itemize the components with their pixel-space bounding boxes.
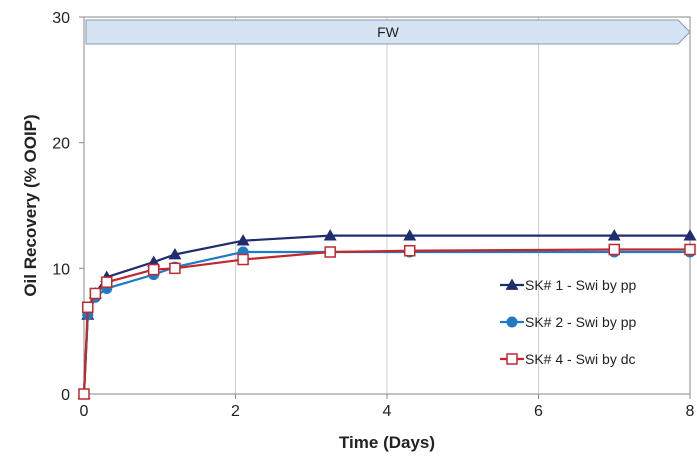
series-1-point (323, 229, 337, 241)
series-3-point (684, 243, 696, 256)
fw-banner-arrow (85, 19, 691, 45)
series-1-point (403, 229, 417, 241)
series-1-point (683, 229, 697, 241)
x-tick-label: 4 (383, 403, 392, 420)
x-axis-ticks: 0 2 4 6 8 (80, 394, 695, 420)
legend-item-2: SK# 2 - Swi by pp (500, 314, 636, 330)
series-3-point (82, 301, 94, 314)
legend-marker (506, 353, 518, 365)
series-layer (77, 229, 697, 400)
y-tick-label: 10 (52, 261, 70, 278)
legend-item-1: SK# 1 - Swi by pp (500, 277, 636, 293)
legend-marker (505, 278, 519, 290)
x-tick-label: 6 (534, 403, 543, 420)
legend-marker (506, 316, 518, 328)
x-axis-label: Time (Days) (339, 433, 435, 452)
series-3-point (608, 243, 620, 256)
series-1-point (236, 234, 250, 246)
fw-banner: FW (85, 19, 691, 45)
legend: SK# 1 - Swi by pp SK# 2 - Swi by pp SK# 4 … (500, 277, 636, 367)
y-tick-label: 20 (52, 136, 70, 153)
series-3-point (89, 287, 102, 300)
series-3-point (147, 263, 160, 276)
x-tick-label: 0 (80, 403, 89, 420)
y-tick-label: 30 (52, 10, 70, 27)
y-axis-ticks: 0 10 20 30 (52, 10, 84, 404)
series-3-point (324, 246, 336, 258)
grid-lines (235, 17, 539, 394)
legend-label: SK# 1 - Swi by pp (525, 277, 636, 293)
series-1-point (168, 248, 182, 260)
legend-label: SK# 2 - Swi by pp (525, 314, 636, 330)
series-3 (78, 243, 696, 400)
series-3-point (169, 262, 181, 275)
series-3-point (237, 253, 249, 266)
y-axis-label: Oil Recovery (% OOIP) (21, 114, 40, 296)
fw-banner-label: FW (377, 24, 400, 40)
series-1-point (607, 229, 621, 241)
series-3-point (100, 276, 113, 288)
legend-label: SK# 4 - Swi by dc (525, 351, 636, 367)
x-tick-label: 8 (686, 403, 695, 420)
y-tick-label: 0 (61, 387, 70, 404)
x-tick-label: 2 (231, 403, 240, 420)
series-3-point (403, 244, 416, 257)
series-3-point (78, 388, 90, 400)
legend-item-3: SK# 4 - Swi by dc (500, 351, 636, 367)
